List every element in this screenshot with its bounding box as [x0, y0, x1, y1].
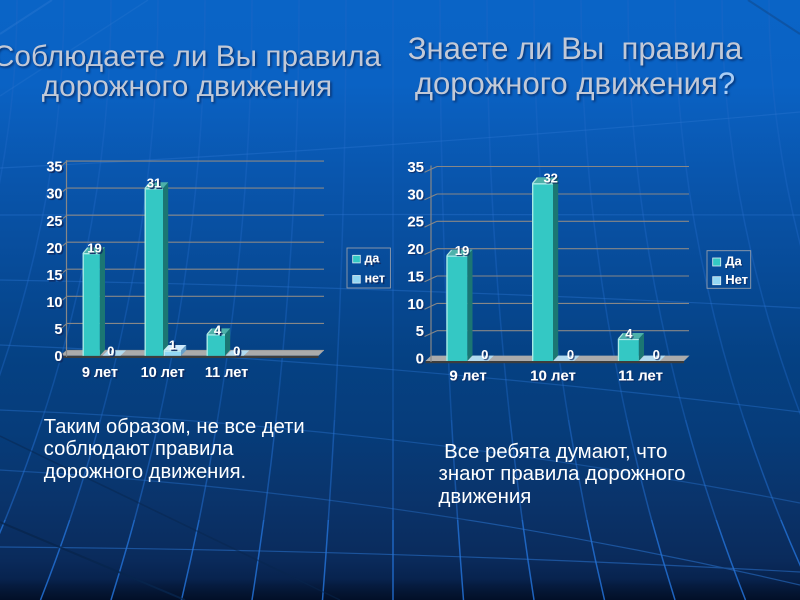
svg-text:0: 0: [481, 347, 488, 362]
svg-text:9 лет: 9 лет: [82, 365, 118, 381]
svg-text:да: да: [365, 251, 381, 265]
svg-text:0: 0: [416, 350, 424, 367]
svg-text:11 лет: 11 лет: [618, 368, 663, 385]
svg-text:19: 19: [455, 243, 469, 258]
svg-text:0: 0: [653, 347, 660, 362]
svg-text:25: 25: [407, 214, 424, 231]
svg-text:Нет: Нет: [725, 272, 748, 287]
svg-text:нет: нет: [365, 272, 385, 286]
svg-text:30: 30: [407, 186, 424, 203]
svg-text:15: 15: [407, 268, 424, 285]
svg-text:4: 4: [214, 322, 222, 337]
svg-text:10: 10: [46, 295, 62, 311]
svg-text:Да: Да: [725, 254, 742, 269]
svg-text:9 лет: 9 лет: [449, 368, 486, 385]
svg-text:4: 4: [625, 326, 633, 341]
svg-text:1: 1: [169, 337, 176, 352]
svg-text:10 лет: 10 лет: [141, 365, 185, 381]
svg-text:15: 15: [46, 268, 62, 284]
svg-text:25: 25: [46, 214, 62, 230]
svg-text:0: 0: [107, 343, 114, 358]
svg-text:20: 20: [46, 241, 62, 257]
svg-text:10 лет: 10 лет: [530, 368, 576, 385]
svg-text:0: 0: [233, 343, 240, 358]
svg-text:30: 30: [46, 187, 62, 203]
svg-text:11 лет: 11 лет: [205, 365, 248, 381]
svg-text:35: 35: [407, 159, 424, 176]
svg-text:5: 5: [416, 323, 424, 340]
svg-text:35: 35: [46, 160, 62, 176]
svg-text:0: 0: [54, 349, 62, 365]
svg-text:0: 0: [567, 347, 574, 362]
svg-text:31: 31: [147, 176, 161, 191]
svg-text:32: 32: [543, 170, 557, 185]
svg-text:10: 10: [407, 296, 424, 313]
svg-text:19: 19: [87, 240, 101, 255]
svg-text:20: 20: [407, 241, 424, 258]
svg-text:5: 5: [54, 322, 62, 338]
